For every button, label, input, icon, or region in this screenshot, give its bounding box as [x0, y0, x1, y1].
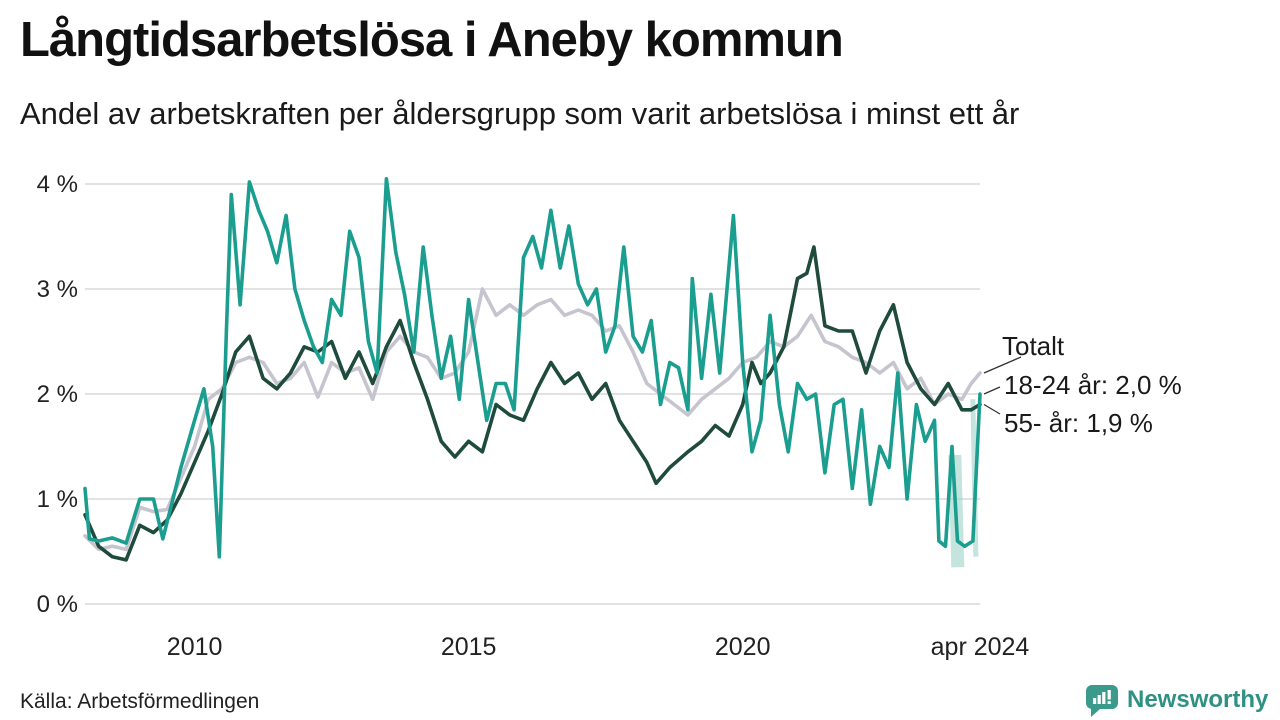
series-label-55: 55- år: 1,9 % — [1004, 408, 1153, 438]
y-tick-label: 1 % — [36, 486, 78, 513]
series-line-totalt — [83, 287, 982, 552]
y-tick-label: 4 % — [36, 171, 78, 198]
newsworthy-wordmark: Newsworthy — [1127, 686, 1269, 713]
y-tick-label: 3 % — [36, 276, 78, 303]
x-tick-label: 2020 — [714, 633, 771, 661]
series-line-18-24-år — [83, 177, 982, 559]
leader-line-totalt — [983, 356, 1022, 374]
grid-layer — [85, 183, 980, 605]
y-tick-label: 0 % — [36, 591, 78, 618]
series-label-totalt: Totalt — [1002, 331, 1065, 361]
y-tick-label: 2 % — [36, 381, 78, 408]
leader-line-18-24-år — [983, 386, 1001, 395]
series-layer — [83, 177, 982, 562]
page-title: Långtidsarbetslösa i Aneby kommun — [20, 13, 844, 67]
series-label-18-24: 18-24 år: 2,0 % — [1004, 370, 1182, 400]
page-subtitle: Andel av arbetskraften per åldersgrupp s… — [20, 96, 1020, 131]
x-tick-label: 2010 — [166, 633, 223, 661]
leader-line-55--år — [983, 403, 1001, 415]
newsworthy-logo-icon — [1085, 685, 1118, 717]
source-note: Källa: Arbetsförmedlingen — [20, 690, 260, 713]
series-line-55--år — [83, 245, 982, 562]
x-tick-label: apr 2024 — [930, 633, 1030, 661]
leader-line-layer — [983, 356, 1022, 415]
x-tick-label: 2015 — [440, 633, 497, 661]
